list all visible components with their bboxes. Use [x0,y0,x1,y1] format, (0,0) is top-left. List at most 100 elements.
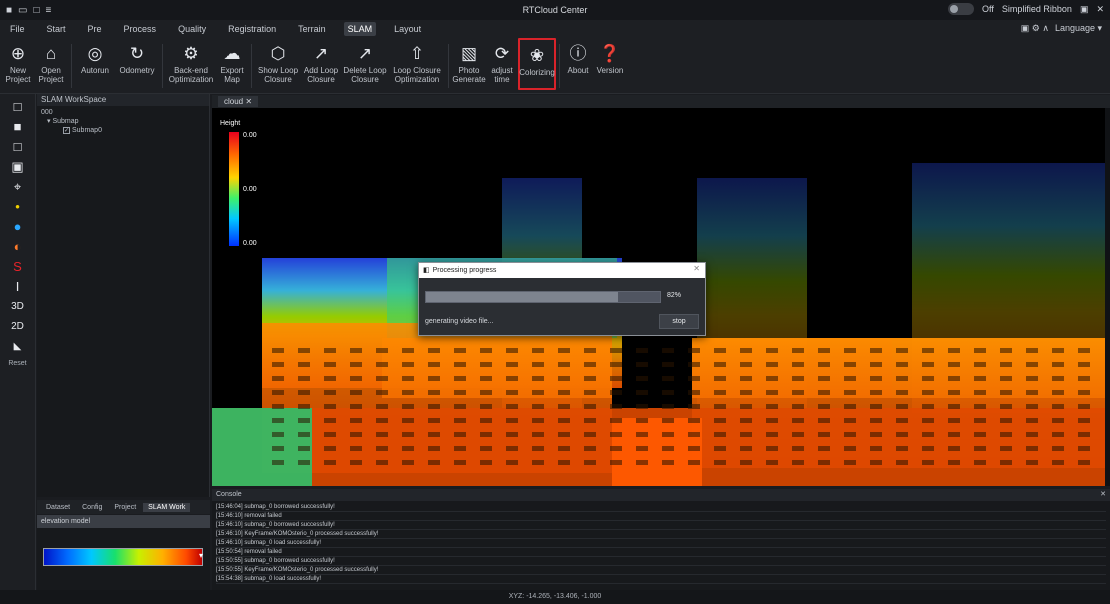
stop-button[interactable]: stop [659,314,699,329]
menu-terrain[interactable]: Terrain [298,24,326,34]
menu-start[interactable]: Start [46,24,66,34]
autorun-icon: ◎ [87,44,103,63]
point-cloud-region [844,376,856,381]
point-cloud-region [870,362,882,367]
add-loop-closure-icon: ↗ [313,44,329,63]
point-cloud-region [610,446,622,451]
adjust-time-icon: ⟳ [494,44,510,63]
point-cloud-region [844,390,856,395]
point-cloud-region [714,390,726,395]
tab-config[interactable]: Config [82,503,103,511]
menu-file[interactable]: File [10,24,25,34]
i-icon[interactable]: I [15,279,20,294]
menu-registration[interactable]: Registration [228,24,277,34]
point-cloud-region [324,362,336,367]
menu-process[interactable]: Process [123,24,157,34]
view-2d-icon[interactable]: 2D [11,321,24,332]
point-cloud-region [350,418,362,423]
point-cloud-region [532,404,544,409]
reset-label[interactable]: Reset [8,360,27,367]
point-cloud-region [766,460,778,465]
tree-item-submap0[interactable]: ✓ Submap0 [41,126,205,135]
menu-layout[interactable]: Layout [394,24,422,34]
tree-group-label: Submap [52,118,79,125]
export-map-icon: ☁ [223,44,241,63]
point-cloud-region [324,418,336,423]
s-icon[interactable]: S [13,259,22,274]
tab-slam-work[interactable]: SLAM Work [143,502,191,512]
point-cloud-region [948,390,960,395]
loop-closure-optimization-button[interactable]: ⇧ Loop Closure Optimization [389,38,445,90]
point-cloud-region [298,460,310,465]
about-button[interactable]: ⓘ About [563,38,593,90]
fill-icon[interactable]: ■ [13,119,22,134]
show-loop-closure-button[interactable]: ⬡ Show Loop Closure [255,38,301,90]
dialog-close-icon[interactable]: ✕ [693,264,700,273]
tree-item-checkbox[interactable]: ✓ [63,126,70,134]
point-cloud-region [1052,460,1064,465]
target-icon[interactable]: ▣ [11,159,24,174]
adjust-time-button[interactable]: ⟳ adjust time [486,38,518,90]
ribbon-separator [71,44,72,88]
color-ramp-dropdown[interactable] [43,548,203,566]
point-cloud-region [298,404,310,409]
backend-optimization-button[interactable]: ⚙ Back-end Optimization [166,38,216,90]
viewport-scrollbar[interactable] [1105,108,1110,486]
console-close-icon[interactable]: ✕ [1100,491,1106,498]
contrast-icon[interactable]: ◐ [13,239,22,254]
new-project-button[interactable]: ⊕ New Project [2,38,34,90]
frame-icon[interactable]: □ [13,139,22,154]
export-map-button[interactable]: ☁ Export Map [216,38,248,90]
menu-icon[interactable]: ≡ [45,4,52,16]
restore-icon[interactable]: ▣ [1079,3,1089,14]
point-cloud-region [272,404,284,409]
tab-cloud[interactable]: cloud ✕ [218,96,259,107]
point-cloud-region [454,376,466,381]
point-cloud-region [740,390,752,395]
point-cloud-region [324,404,336,409]
add-loop-closure-button[interactable]: ↗ Add Loop Closure [301,38,341,90]
point-cloud-region [896,460,908,465]
console-header: Console ✕ [212,489,1110,501]
point-cloud-region [922,432,934,437]
version-button[interactable]: ❓ Version [593,38,627,90]
menu-quality[interactable]: Quality [178,24,207,34]
point-cloud-region [636,404,648,409]
tab-dataset[interactable]: Dataset [46,503,71,511]
point-icon[interactable]: ● [13,219,22,234]
ribbon-toggle[interactable] [948,3,975,15]
point-cloud-region [1052,446,1064,451]
point-cloud-region [532,362,544,367]
layer-icon[interactable]: □ [13,99,22,114]
delete-loop-closure-button[interactable]: ↗ Delete Loop Closure [341,38,389,90]
photo-generate-button[interactable]: ▧ Photo Generate [452,38,486,90]
tree-root[interactable]: 000 [41,109,53,116]
close-icon[interactable]: ✕ [1096,3,1104,14]
open-project-button[interactable]: ⌂ Open Project [34,38,68,90]
odometry-button[interactable]: ↻ Odometry [115,38,159,90]
folder-icon[interactable]: ▭ [18,4,28,16]
tree-item-label: Submap0 [72,127,102,134]
point-cloud-region [662,418,674,423]
point-cloud-region [792,348,804,353]
point-cloud-region [272,460,284,465]
save-icon[interactable]: □ [33,4,40,16]
point-cloud-region [298,376,310,381]
dot-icon[interactable]: • [15,199,20,214]
colorizing-button[interactable]: ❀ Colorizing [518,38,556,90]
point-cloud-region [688,404,700,409]
view-3d-icon[interactable]: 3D [11,301,24,312]
point-cloud-region [480,348,492,353]
tab-project[interactable]: Project [114,503,137,511]
crop-icon[interactable]: ⌖ [13,179,22,194]
point-cloud-region [896,432,908,437]
menu-pre[interactable]: Pre [87,24,102,34]
point-cloud-region [662,362,674,367]
shape-icon[interactable]: ◣ [13,341,22,352]
point-cloud-region [376,404,388,409]
autorun-button[interactable]: ◎ Autorun [75,38,115,90]
settings-icon[interactable]: ▣ ⚙ ∧ [1020,23,1049,33]
menu-slam[interactable]: SLAM [343,22,377,36]
language-dropdown[interactable]: Language ▾ [1054,23,1102,33]
tree-group-submap[interactable]: ▾ Submap [47,118,79,125]
